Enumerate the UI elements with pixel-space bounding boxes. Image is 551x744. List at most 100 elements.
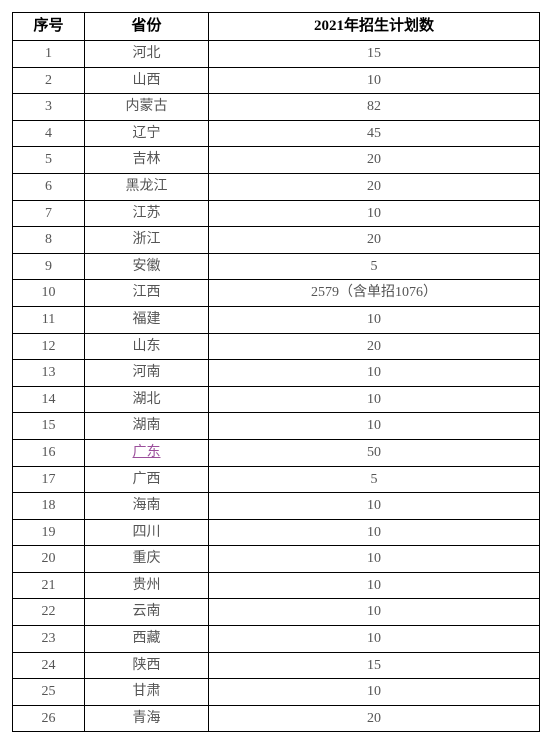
cell-plan: 10 <box>209 413 540 440</box>
table-row: 20重庆10 <box>13 546 540 573</box>
cell-index: 18 <box>13 493 85 520</box>
table-body: 1河北152山西103内蒙古824辽宁455吉林206黑龙江207江苏108浙江… <box>13 41 540 732</box>
cell-index: 12 <box>13 333 85 360</box>
cell-plan: 10 <box>209 360 540 387</box>
table-row: 23西藏10 <box>13 626 540 653</box>
cell-index: 3 <box>13 94 85 121</box>
cell-index: 6 <box>13 173 85 200</box>
cell-index: 13 <box>13 360 85 387</box>
cell-index: 1 <box>13 41 85 68</box>
cell-plan: 10 <box>209 546 540 573</box>
cell-plan: 82 <box>209 94 540 121</box>
cell-province: 广西 <box>85 466 209 493</box>
cell-plan: 5 <box>209 253 540 280</box>
enrollment-plan-table: 序号 省份 2021年招生计划数 1河北152山西103内蒙古824辽宁455吉… <box>12 12 540 732</box>
cell-plan: 20 <box>209 227 540 254</box>
cell-province: 海南 <box>85 493 209 520</box>
cell-plan: 5 <box>209 466 540 493</box>
table-row: 26青海20 <box>13 705 540 732</box>
cell-plan: 45 <box>209 120 540 147</box>
table-row: 9安徽5 <box>13 253 540 280</box>
cell-index: 15 <box>13 413 85 440</box>
table-row: 22云南10 <box>13 599 540 626</box>
cell-plan: 10 <box>209 626 540 653</box>
cell-province: 安徽 <box>85 253 209 280</box>
col-header-plan: 2021年招生计划数 <box>209 13 540 41</box>
cell-plan: 10 <box>209 67 540 94</box>
table-row: 8浙江20 <box>13 227 540 254</box>
table-row: 4辽宁45 <box>13 120 540 147</box>
cell-province: 广东 <box>85 439 209 466</box>
table-row: 15湖南10 <box>13 413 540 440</box>
cell-province: 湖南 <box>85 413 209 440</box>
cell-plan: 15 <box>209 652 540 679</box>
cell-index: 19 <box>13 519 85 546</box>
table-row: 6黑龙江20 <box>13 173 540 200</box>
cell-province: 江苏 <box>85 200 209 227</box>
cell-province: 西藏 <box>85 626 209 653</box>
table-row: 14湖北10 <box>13 386 540 413</box>
cell-province: 河南 <box>85 360 209 387</box>
cell-index: 11 <box>13 306 85 333</box>
cell-province: 云南 <box>85 599 209 626</box>
table-header-row: 序号 省份 2021年招生计划数 <box>13 13 540 41</box>
cell-province: 甘肃 <box>85 679 209 706</box>
cell-index: 9 <box>13 253 85 280</box>
cell-index: 14 <box>13 386 85 413</box>
cell-index: 25 <box>13 679 85 706</box>
col-header-province: 省份 <box>85 13 209 41</box>
cell-province: 浙江 <box>85 227 209 254</box>
table-row: 21贵州10 <box>13 572 540 599</box>
cell-province: 青海 <box>85 705 209 732</box>
cell-province: 福建 <box>85 306 209 333</box>
cell-plan: 10 <box>209 572 540 599</box>
cell-index: 24 <box>13 652 85 679</box>
cell-province: 江西 <box>85 280 209 307</box>
cell-plan: 20 <box>209 173 540 200</box>
table-row: 16 广东 50 <box>13 439 540 466</box>
table-row: 11福建10 <box>13 306 540 333</box>
cell-plan: 50 <box>209 439 540 466</box>
cell-province: 重庆 <box>85 546 209 573</box>
table-row: 19四川10 <box>13 519 540 546</box>
table-row: 1河北15 <box>13 41 540 68</box>
cell-province: 四川 <box>85 519 209 546</box>
cell-province: 黑龙江 <box>85 173 209 200</box>
cell-index: 2 <box>13 67 85 94</box>
cell-plan: 10 <box>209 306 540 333</box>
cell-plan: 20 <box>209 147 540 174</box>
table-row: 12山东20 <box>13 333 540 360</box>
province-link[interactable]: 广东 <box>133 445 161 460</box>
cell-index: 17 <box>13 466 85 493</box>
cell-province: 贵州 <box>85 572 209 599</box>
cell-province: 吉林 <box>85 147 209 174</box>
cell-index: 22 <box>13 599 85 626</box>
cell-province: 河北 <box>85 41 209 68</box>
table-row: 2山西10 <box>13 67 540 94</box>
cell-province: 陕西 <box>85 652 209 679</box>
cell-index: 5 <box>13 147 85 174</box>
table-row: 17广西5 <box>13 466 540 493</box>
cell-plan: 20 <box>209 333 540 360</box>
cell-plan: 20 <box>209 705 540 732</box>
cell-province: 山东 <box>85 333 209 360</box>
cell-index: 4 <box>13 120 85 147</box>
cell-plan: 10 <box>209 599 540 626</box>
cell-index: 10 <box>13 280 85 307</box>
table-row: 5吉林20 <box>13 147 540 174</box>
cell-index: 7 <box>13 200 85 227</box>
cell-province: 湖北 <box>85 386 209 413</box>
cell-plan: 10 <box>209 519 540 546</box>
table-row: 10江西2579（含单招1076） <box>13 280 540 307</box>
cell-province: 山西 <box>85 67 209 94</box>
cell-plan: 10 <box>209 200 540 227</box>
cell-province: 辽宁 <box>85 120 209 147</box>
cell-plan: 10 <box>209 493 540 520</box>
cell-index: 16 <box>13 439 85 466</box>
cell-index: 8 <box>13 227 85 254</box>
cell-plan: 10 <box>209 386 540 413</box>
cell-province: 内蒙古 <box>85 94 209 121</box>
col-header-index: 序号 <box>13 13 85 41</box>
cell-index: 20 <box>13 546 85 573</box>
table-row: 24陕西15 <box>13 652 540 679</box>
